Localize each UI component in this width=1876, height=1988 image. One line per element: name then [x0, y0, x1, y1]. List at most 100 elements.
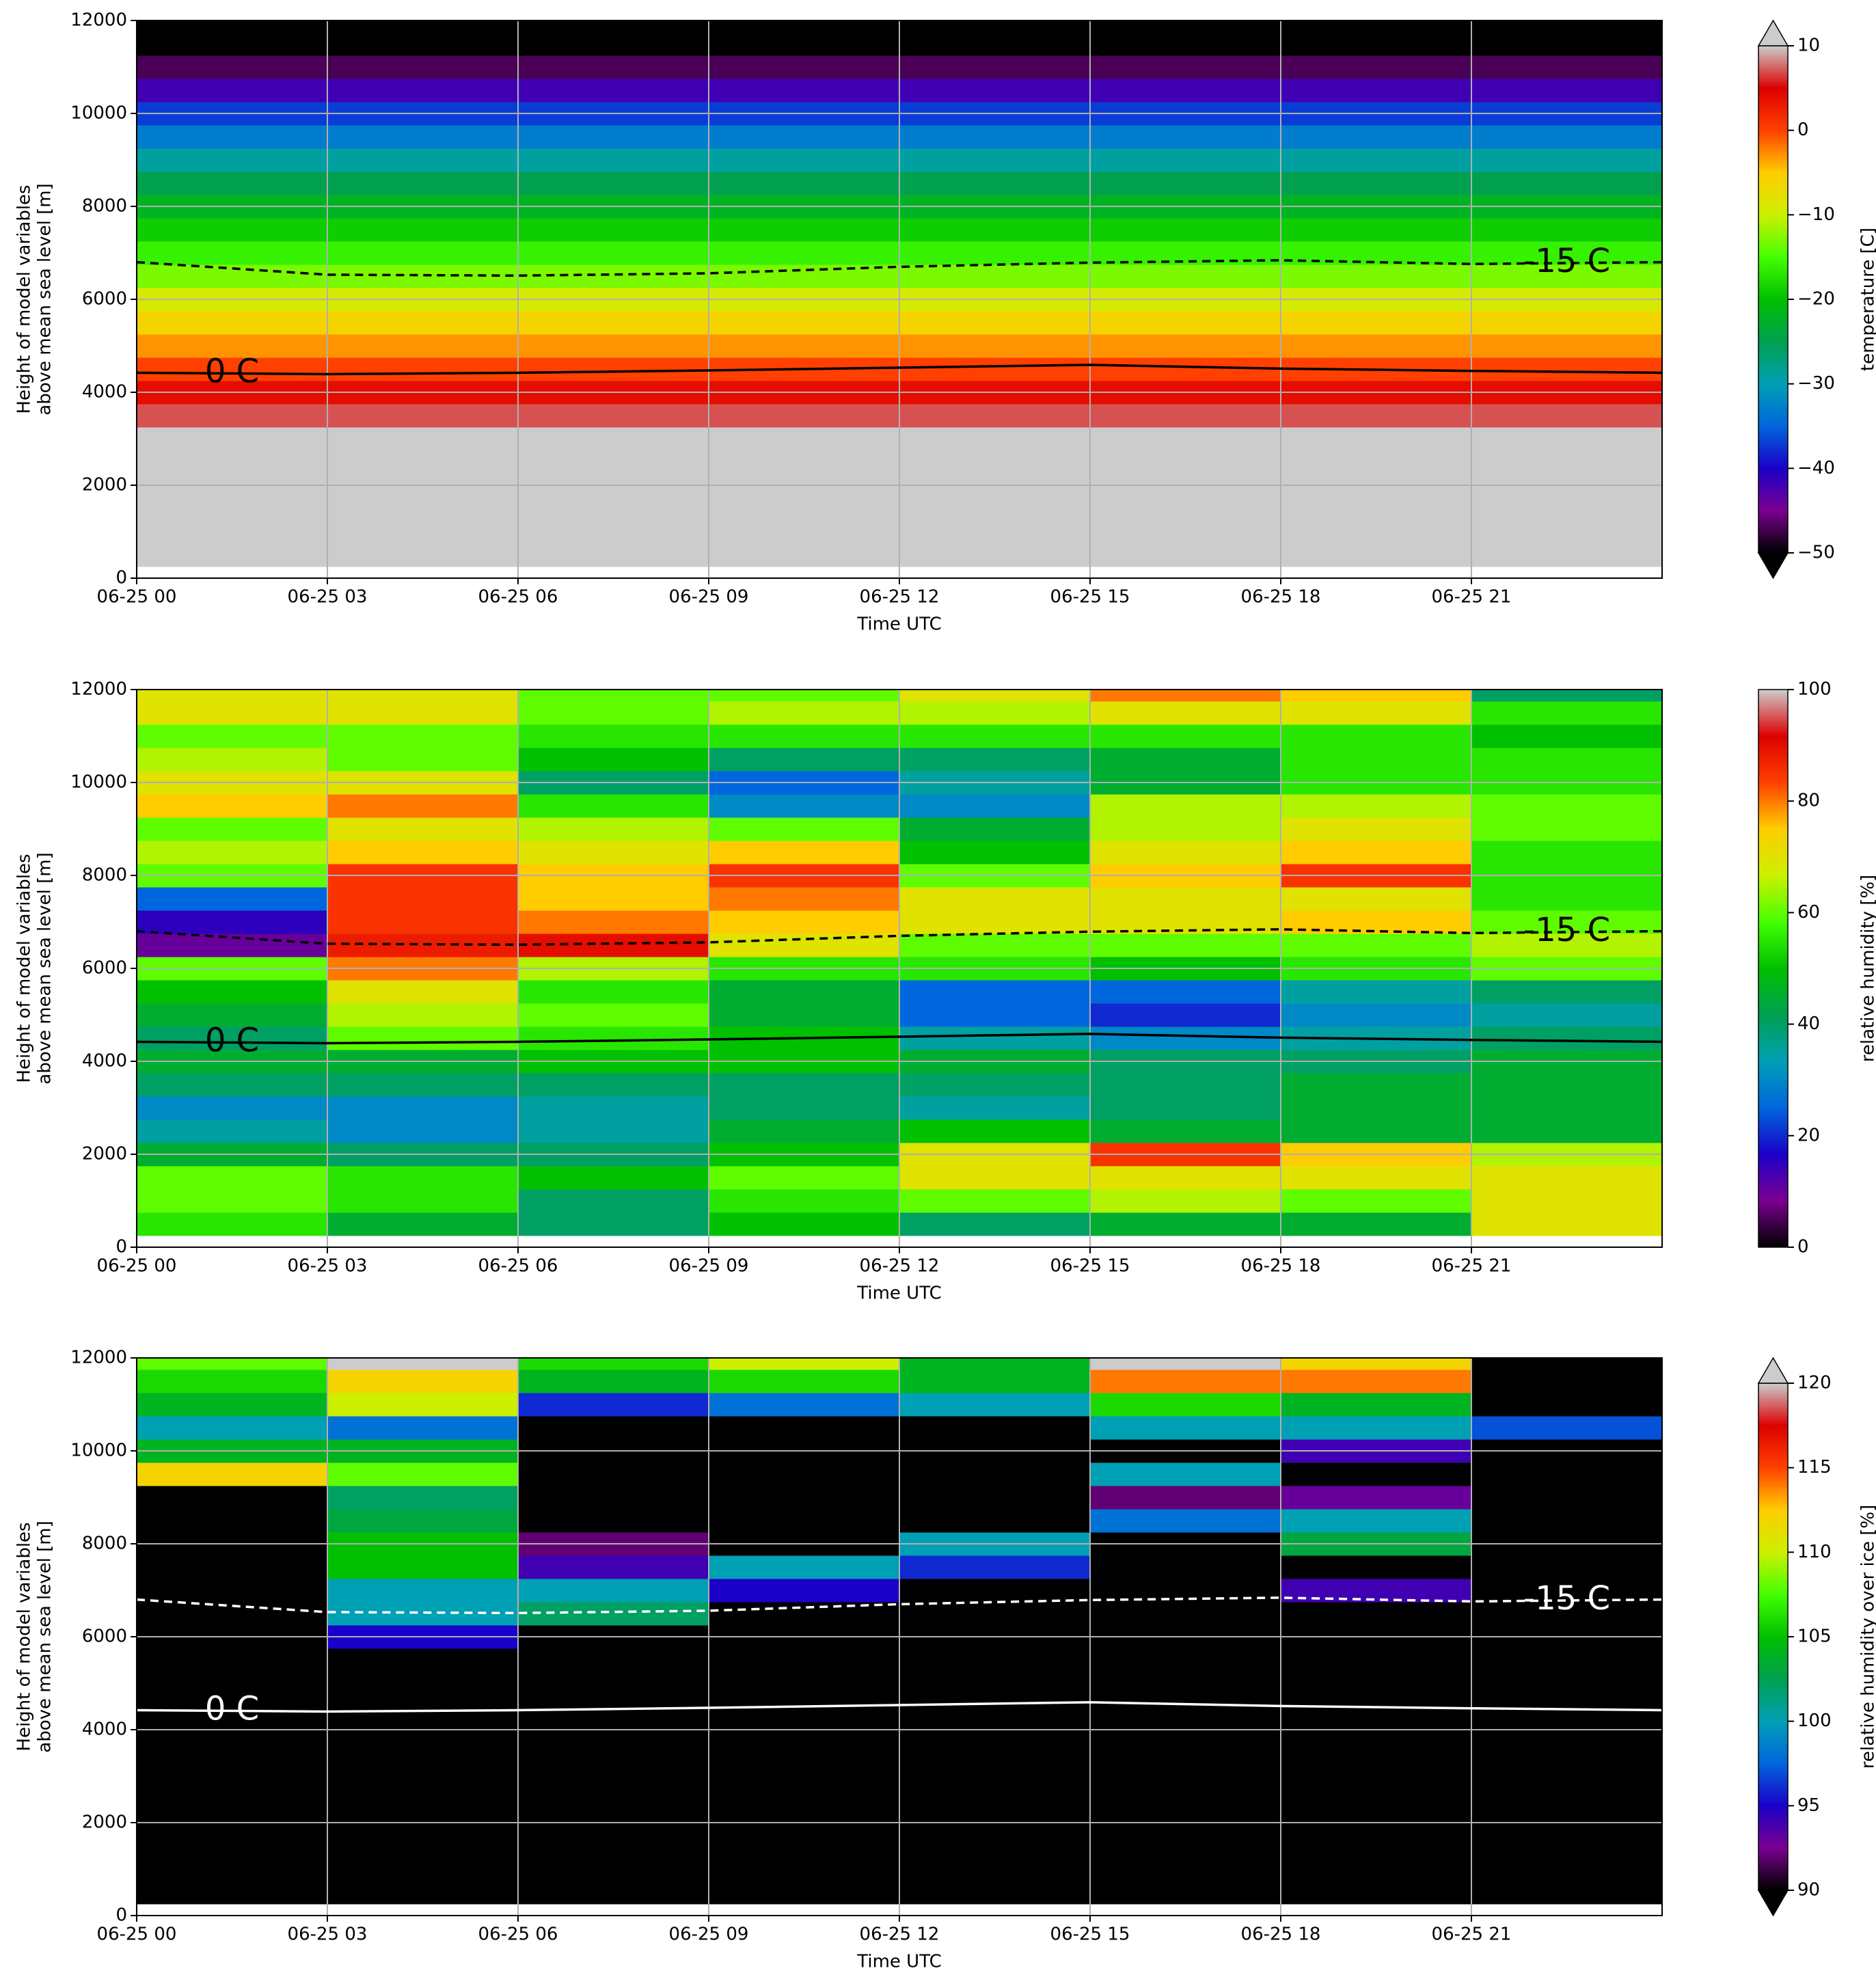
- heatmap-cell: [137, 241, 328, 265]
- heatmap-cell: [1090, 1834, 1281, 1858]
- heatmap-cell: [709, 1096, 900, 1120]
- heatmap-cell: [1471, 934, 1663, 957]
- heatmap-cell: [1471, 748, 1663, 772]
- heatmap-cell: [1090, 427, 1281, 451]
- heatmap-cell: [899, 264, 1091, 288]
- heatmap-cell: [137, 1648, 328, 1672]
- heatmap-cell: [1281, 980, 1472, 1004]
- heatmap-cell: [1281, 1462, 1472, 1486]
- heatmap-cell: [518, 1166, 709, 1190]
- heatmap-cell: [1471, 520, 1663, 544]
- heatmap-cell: [137, 724, 328, 748]
- heatmap-cell: [1471, 1509, 1663, 1533]
- heatmap-cell: [327, 1741, 519, 1765]
- heatmap-cell: [327, 497, 519, 521]
- heatmap-cell: [709, 1393, 900, 1417]
- heatmap-cell: [518, 1579, 709, 1603]
- heatmap-cell: [518, 497, 709, 521]
- heatmap-cell: [1281, 427, 1472, 451]
- heatmap-cell: [1471, 1555, 1663, 1579]
- heatmap-cell: [137, 1834, 328, 1858]
- heatmap-cell: [709, 450, 900, 474]
- heatmap-cell: [327, 1166, 519, 1190]
- heatmap-cell: [899, 1555, 1091, 1579]
- colorbar-tick-label: 0: [1797, 120, 1809, 140]
- heatmap-cell: [327, 1788, 519, 1812]
- heatmap-cell: [1471, 1393, 1663, 1417]
- y-tick-label: 0: [115, 1905, 127, 1926]
- heatmap-cell: [327, 1695, 519, 1719]
- heatmap-cell: [899, 450, 1091, 474]
- y-tick-label: 4000: [82, 1051, 127, 1072]
- colorbar-tick-label: −10: [1797, 204, 1835, 225]
- heatmap-cell: [1281, 334, 1472, 358]
- colorbar: [1758, 1383, 1789, 1891]
- heatmap-cell: [1281, 264, 1472, 288]
- heatmap-cell: [899, 1509, 1091, 1533]
- y-tick-label: 8000: [82, 1534, 127, 1554]
- heatmap-cell: [1090, 980, 1281, 1004]
- heatmap-cell: [1281, 724, 1472, 748]
- heatmap-cell: [1281, 1096, 1472, 1120]
- heatmap-cell: [137, 1096, 328, 1120]
- heatmap-cell: [327, 1416, 519, 1440]
- y-tick-label: 4000: [82, 382, 127, 403]
- heatmap-cell: [1090, 125, 1281, 149]
- heatmap-cell: [1090, 1555, 1281, 1579]
- heatmap-cell: [1281, 887, 1472, 911]
- heatmap-cell: [518, 1486, 709, 1510]
- heatmap-cell: [1281, 543, 1472, 567]
- heatmap-cell: [1471, 1648, 1663, 1672]
- heatmap-cell: [1090, 1695, 1281, 1719]
- contour-label: -15 C: [1523, 242, 1610, 280]
- heatmap-cell: [327, 748, 519, 772]
- heatmap-cell: [327, 1358, 519, 1370]
- heatmap-cell: [518, 334, 709, 358]
- heatmap-cell: [327, 1555, 519, 1579]
- heatmap-cell: [1281, 1486, 1472, 1510]
- heatmap-cell: [1090, 1579, 1281, 1603]
- heatmap-cell: [137, 520, 328, 544]
- heatmap-cell: [709, 172, 900, 195]
- heatmap-cell: [709, 125, 900, 149]
- contour-line: [136, 259, 1663, 277]
- heatmap-cell: [137, 218, 328, 242]
- colorbar-label: relative humidity over ice [%]: [1858, 1505, 1876, 1769]
- heatmap-cell: [327, 1096, 519, 1120]
- heatmap-cell: [899, 724, 1091, 748]
- heatmap-cell: [137, 701, 328, 725]
- heatmap-cell: [327, 55, 519, 79]
- heatmap-cell: [1090, 934, 1281, 957]
- heatmap-cell: [899, 1026, 1091, 1050]
- heatmap-cell: [709, 1189, 900, 1213]
- heatmap-cell: [709, 1212, 900, 1236]
- colorbar-extend-bottom: [1757, 552, 1789, 580]
- colorbar-tick-label: 20: [1797, 1125, 1820, 1145]
- heatmap-cell: [1281, 1370, 1472, 1393]
- heatmap-cell: [327, 1602, 519, 1626]
- y-tick-label: 12000: [70, 10, 127, 31]
- heatmap-cell: [899, 1579, 1091, 1603]
- heatmap-cell: [327, 21, 519, 33]
- colorbar-tick-label: 90: [1797, 1880, 1820, 1901]
- heatmap-cell: [518, 1073, 709, 1097]
- heatmap-cell: [327, 701, 519, 725]
- colorbar-tick-label: 110: [1797, 1542, 1832, 1562]
- heatmap-cell: [1090, 334, 1281, 358]
- heatmap-cell: [1281, 32, 1472, 56]
- heatmap-cell: [1281, 1834, 1472, 1858]
- heatmap-cell: [709, 1741, 900, 1765]
- heatmap-cell: [899, 241, 1091, 265]
- colorbar-extend-bottom: [1757, 1890, 1789, 1917]
- y-tick-label: 2000: [82, 1812, 127, 1833]
- heatmap-cell: [1281, 218, 1472, 242]
- x-tick-label: 06-25 15: [1050, 587, 1130, 608]
- heatmap-cell: [709, 701, 900, 725]
- heatmap-cell: [327, 172, 519, 195]
- heatmap-cell: [518, 690, 709, 702]
- heatmap-cell: [1090, 841, 1281, 864]
- heatmap-cell: [1281, 520, 1472, 544]
- heatmap-cell: [899, 1370, 1091, 1393]
- heatmap-cell: [518, 1358, 709, 1370]
